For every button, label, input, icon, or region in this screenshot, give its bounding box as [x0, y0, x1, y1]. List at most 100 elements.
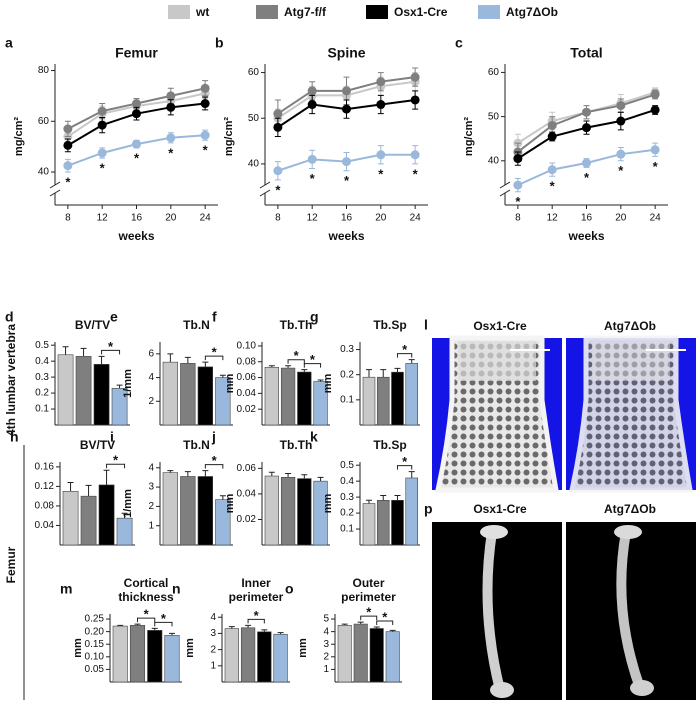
legend-label: Atg7-f/f: [284, 5, 327, 19]
y-tick-label: 4: [148, 372, 154, 383]
x-tick-label: 12: [307, 213, 319, 224]
y-axis-label: 1/mm: [122, 489, 134, 518]
data-point: [307, 100, 317, 110]
panel-letter: k: [310, 429, 318, 445]
error-bar: [365, 369, 372, 378]
significance-mark: *: [413, 166, 419, 181]
significance-mark: *: [294, 348, 300, 363]
data-point: [616, 101, 626, 111]
y-tick-label: 0.02: [237, 404, 257, 415]
y-tick-label: 80: [38, 65, 50, 76]
x-tick-label: 24: [410, 213, 422, 224]
data-point: [307, 86, 317, 96]
bar: [362, 503, 376, 546]
bar: [112, 625, 128, 683]
y-tick-label: 0.25: [85, 614, 105, 625]
significance-mark: *: [584, 170, 590, 185]
y-tick-label: 0.3: [35, 372, 49, 383]
significance-mark: *: [168, 145, 174, 160]
bar: [280, 477, 296, 546]
error-bar: [62, 346, 69, 355]
bar: [297, 371, 312, 426]
panel-title: Outer: [352, 576, 384, 590]
data-point: [200, 83, 210, 93]
significance-mark: *: [100, 161, 106, 176]
significance-mark: *: [515, 194, 521, 209]
error-bar: [408, 471, 415, 478]
y-tick-label: 0.12: [35, 481, 55, 492]
axis-break: [499, 189, 511, 197]
data-point: [342, 104, 351, 114]
significance-mark: *: [134, 150, 140, 165]
y-tick-label: 0.4: [35, 356, 49, 367]
y-tick-label: 0.3: [340, 492, 354, 503]
y-tick-label: 6: [148, 348, 154, 359]
significance-bracket: [204, 355, 224, 361]
bar: [180, 476, 196, 546]
y-axis-label: mm: [72, 638, 84, 658]
data-point: [97, 148, 107, 158]
error-bar: [151, 627, 158, 631]
panel-letter: e: [110, 309, 118, 325]
data-point: [63, 140, 73, 150]
data-point: [547, 132, 557, 141]
bar: [93, 364, 110, 426]
error-bar: [85, 484, 92, 497]
bar: [313, 381, 328, 426]
significance-bracket: [360, 615, 378, 621]
significance-mark: *: [113, 453, 119, 468]
significance-mark: *: [212, 345, 218, 360]
y-tick-label: 0.05: [85, 664, 105, 675]
bar: [264, 366, 279, 426]
error-bar: [67, 482, 74, 492]
data-point: [63, 161, 73, 171]
legend-label: wt: [195, 5, 209, 19]
panel-letter: m: [60, 581, 72, 597]
error-bar: [317, 476, 324, 482]
bar: [129, 625, 146, 683]
legend-swatch: [478, 5, 500, 19]
y-tick-label: 40: [38, 167, 50, 178]
y-tick-label: 40: [488, 155, 500, 166]
y-tick-label: 0.06: [237, 372, 257, 383]
data-point: [97, 106, 107, 116]
error-bar: [167, 470, 174, 473]
data-point: [200, 130, 210, 140]
error-bar: [103, 469, 110, 485]
panel-title: Tb.Sp: [373, 438, 406, 452]
y-tick-label: 0.16: [35, 462, 55, 473]
y-axis-label: mg/cm²: [13, 117, 25, 156]
data-point: [342, 86, 351, 96]
bar: [180, 363, 196, 426]
bar: [224, 628, 239, 683]
bar: [147, 630, 163, 683]
bar: [264, 475, 279, 546]
x-tick-label: 24: [200, 213, 212, 224]
bar: [75, 356, 92, 426]
bar: [215, 499, 231, 546]
error-bar: [285, 472, 292, 478]
y-tick-label: 2: [148, 396, 154, 407]
bar: [313, 480, 328, 546]
error-bar: [219, 374, 226, 378]
bar: [273, 633, 288, 683]
significance-mark: *: [212, 453, 218, 468]
significance-mark: *: [382, 609, 388, 624]
panel-letter: j: [211, 429, 216, 445]
data-point: [376, 150, 386, 160]
panel-letter: g: [310, 309, 319, 325]
panel-letter: n: [172, 581, 181, 597]
significance-mark: *: [310, 352, 316, 367]
bar: [162, 472, 178, 546]
bar: [164, 635, 180, 683]
data-point: [166, 133, 176, 143]
error-bar: [394, 495, 401, 501]
significance-mark: *: [310, 171, 316, 186]
legend-swatch: [168, 5, 190, 19]
panel-title: Femur: [115, 45, 158, 61]
panel-letter: i: [110, 429, 114, 445]
error-bar: [168, 632, 175, 636]
bar: [391, 500, 404, 546]
legend-label: Atg7ΔOb: [506, 5, 558, 19]
x-tick-label: 8: [275, 213, 281, 224]
